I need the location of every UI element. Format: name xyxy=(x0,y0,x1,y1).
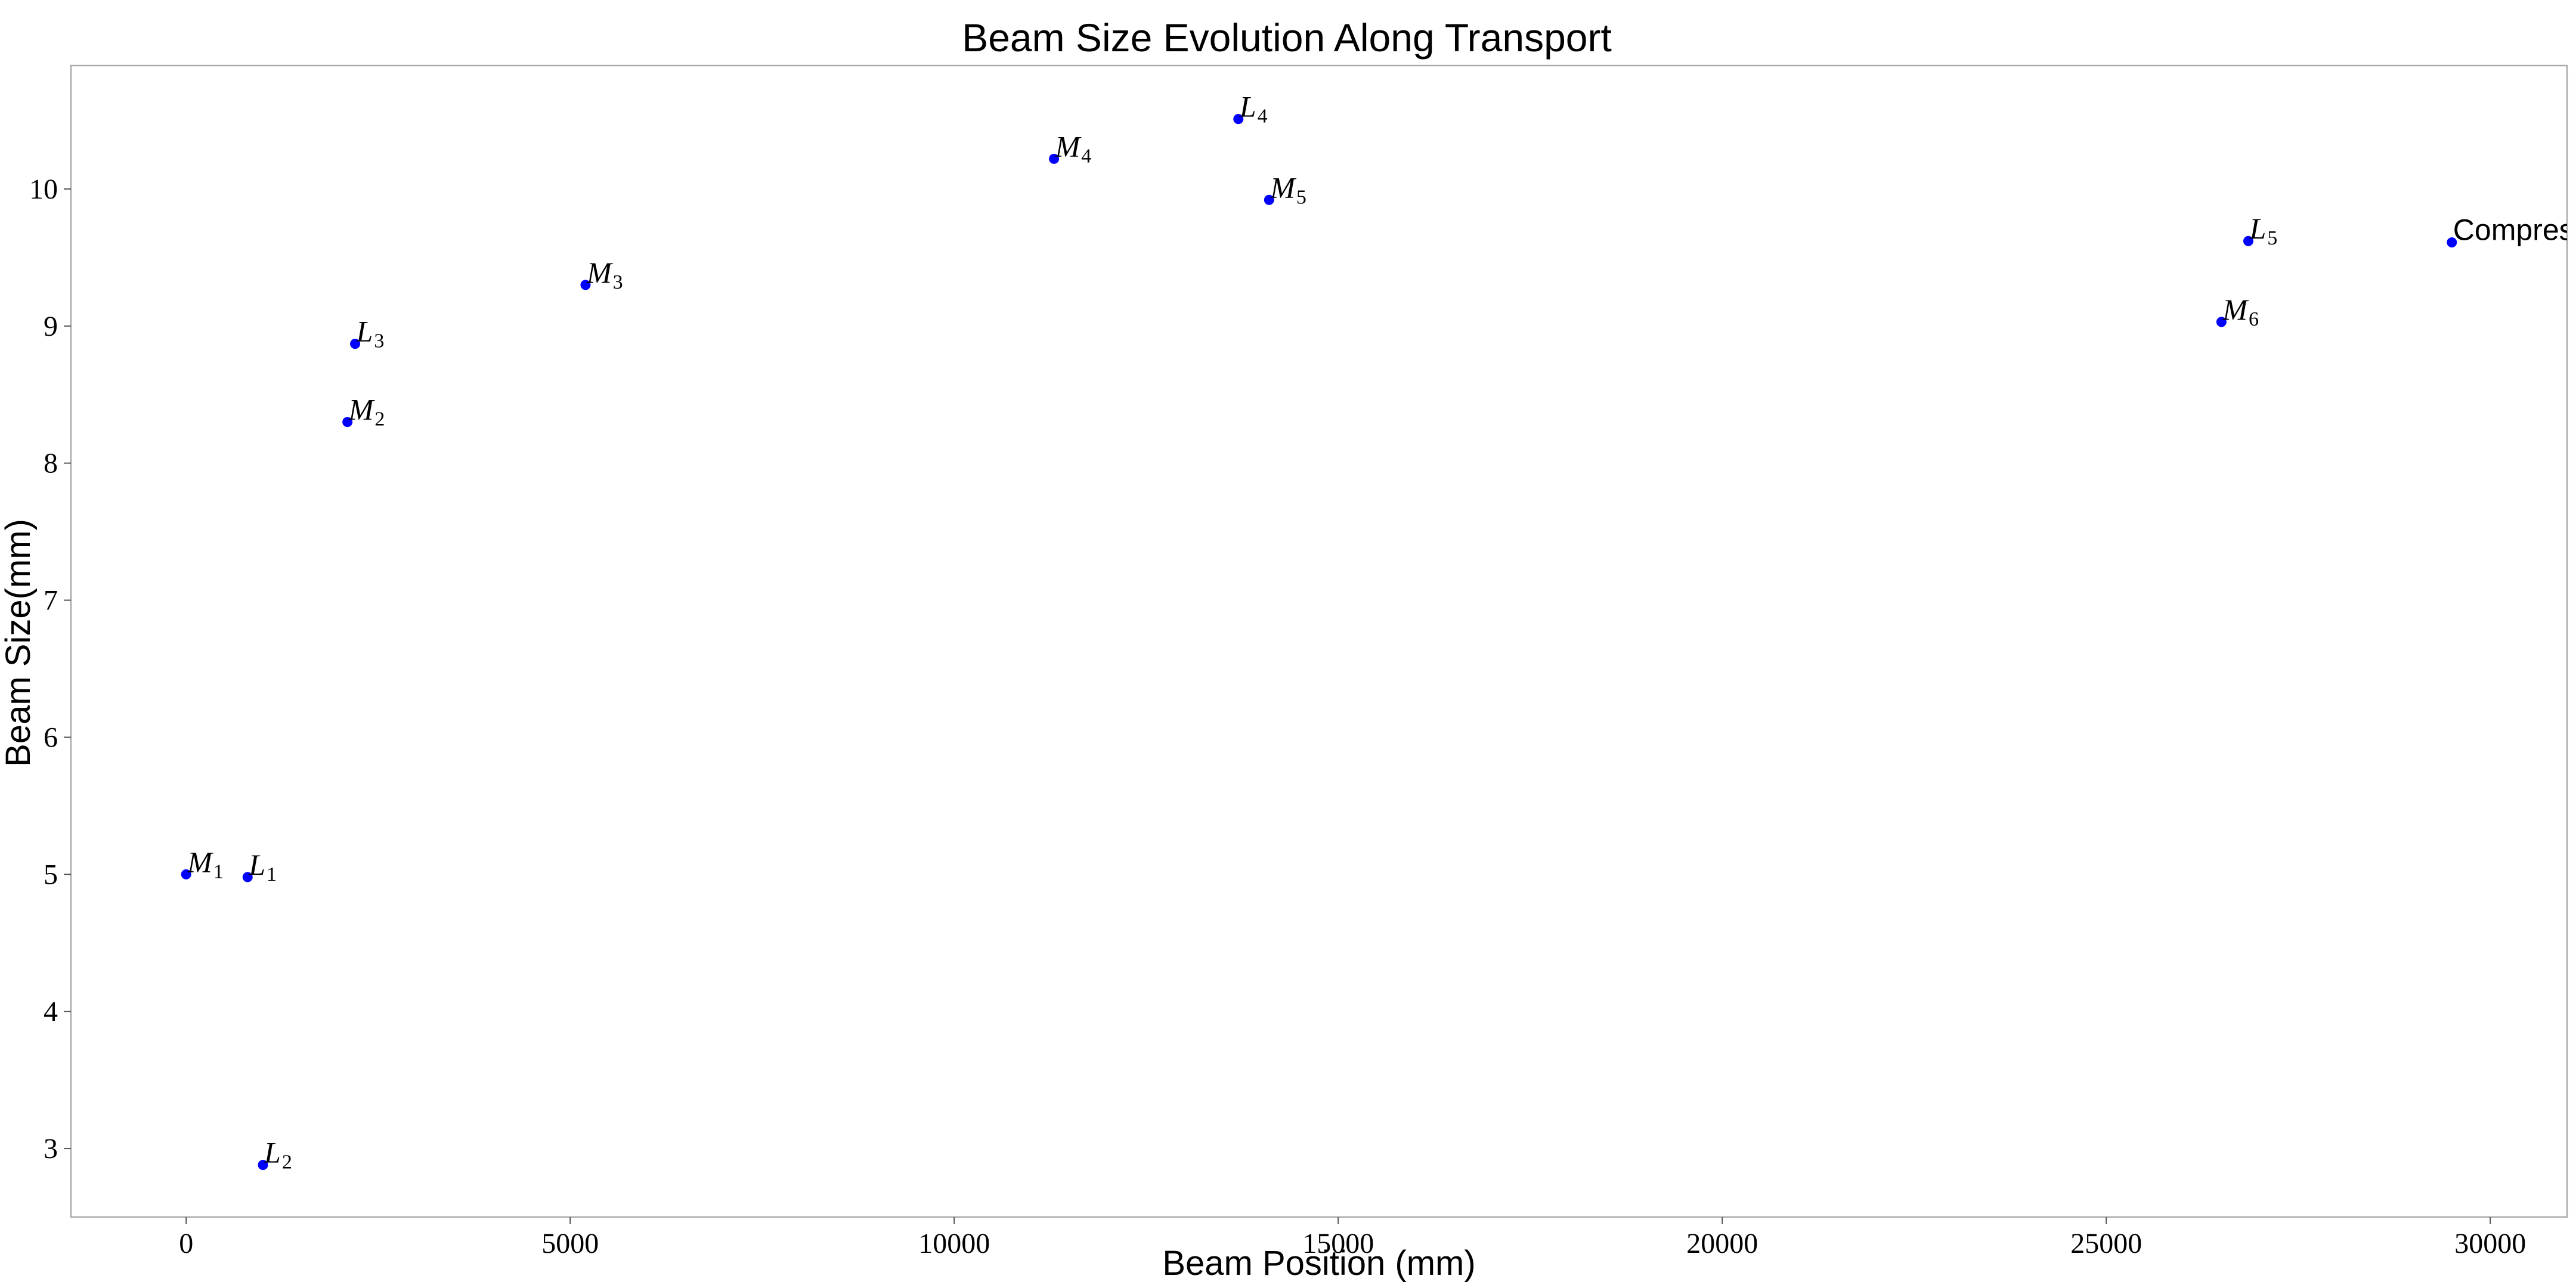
data-point-label-text: L xyxy=(264,1136,281,1169)
y-axis-label: Beam Size(mm) xyxy=(0,519,38,767)
data-point xyxy=(258,1160,268,1171)
data-point-label-subscript: 3 xyxy=(613,271,623,293)
data-point xyxy=(1049,153,1060,164)
data-point-label-subscript: 2 xyxy=(282,1151,292,1174)
data-point xyxy=(2447,237,2457,248)
y-tick-label: 8 xyxy=(44,448,58,479)
data-point-label-text: M xyxy=(1270,171,1296,204)
data-point xyxy=(580,280,591,290)
data-point-label-subscript: 1 xyxy=(267,863,277,886)
x-tick-label: 0 xyxy=(179,1228,193,1259)
data-point-label: M6 xyxy=(2222,293,2259,330)
data-point-label-text: L xyxy=(356,315,373,348)
data-point-label: Compressor xyxy=(2453,213,2576,247)
data-point-label: L5 xyxy=(2249,212,2277,249)
data-point-label: M3 xyxy=(586,256,623,293)
chart-title: Beam Size Evolution Along Transport xyxy=(962,16,1612,60)
data-point-label-subscript: 5 xyxy=(2267,227,2277,249)
x-axis-label: Beam Position (mm) xyxy=(1162,1244,1475,1283)
data-point-label-text: M xyxy=(1055,129,1082,163)
data-point xyxy=(242,872,253,883)
data-point-label-subscript: 1 xyxy=(213,860,224,883)
data-point-label: M1 xyxy=(187,845,224,883)
x-axis-ticks: 0 5000 10000 15000 20000 25000 30000 xyxy=(179,1217,2526,1259)
x-tick-label: 10000 xyxy=(918,1228,990,1259)
x-tick-label: 20000 xyxy=(1686,1228,1758,1259)
data-point-label: L3 xyxy=(356,315,385,352)
data-point-labels: M1L1L2M2L3M3M4L4M5M6L5Compressor xyxy=(187,90,2576,1174)
data-point xyxy=(1233,114,1244,125)
data-point xyxy=(342,417,353,428)
x-tick-label: 15000 xyxy=(1302,1228,1374,1259)
data-point-label: L4 xyxy=(1239,90,1268,128)
data-point-label: L2 xyxy=(264,1136,292,1174)
data-point-label: M5 xyxy=(1270,171,1306,208)
x-tick-label: 5000 xyxy=(541,1228,599,1259)
data-point xyxy=(2243,236,2253,246)
y-tick-label: 10 xyxy=(29,174,58,205)
data-point-label-subscript: 4 xyxy=(1258,106,1268,128)
data-point-label-text: M xyxy=(2222,293,2249,326)
data-point xyxy=(350,339,361,349)
data-point-label-subscript: 6 xyxy=(2249,308,2259,330)
data-point xyxy=(1264,194,1274,205)
x-tick-label: 25000 xyxy=(2070,1228,2142,1259)
y-axis-ticks: 3 4 5 6 7 8 9 10 xyxy=(29,174,71,1165)
data-point-label-text: M xyxy=(586,256,613,289)
data-point-label-text: L xyxy=(2249,212,2266,245)
data-point-label-text: L xyxy=(1239,90,1256,123)
y-tick-label: 5 xyxy=(44,859,58,890)
data-point-label-subscript: 5 xyxy=(1296,186,1306,208)
data-point-label-subscript: 3 xyxy=(374,330,384,352)
data-point-label-text: M xyxy=(348,393,375,426)
data-point-label-text: Compressor xyxy=(2453,213,2576,247)
y-tick-label: 9 xyxy=(44,311,58,342)
x-tick-label: 30000 xyxy=(2454,1228,2526,1259)
y-tick-label: 6 xyxy=(44,722,58,753)
data-point-label-text: M xyxy=(187,845,213,878)
data-point-label: M4 xyxy=(1055,129,1092,167)
plot-area-frame xyxy=(70,64,2568,1218)
data-point xyxy=(181,869,191,880)
data-point-label: L1 xyxy=(248,848,277,886)
y-tick-label: 7 xyxy=(44,585,58,617)
data-points xyxy=(181,114,2457,1171)
data-point-label: M2 xyxy=(348,393,385,431)
data-point-label-text: L xyxy=(248,848,265,881)
y-tick-label: 3 xyxy=(44,1133,58,1165)
data-point-label-subscript: 2 xyxy=(374,408,385,431)
y-tick-label: 4 xyxy=(44,996,58,1027)
data-point xyxy=(2216,317,2227,327)
data-point-label-subscript: 4 xyxy=(1081,145,1091,167)
